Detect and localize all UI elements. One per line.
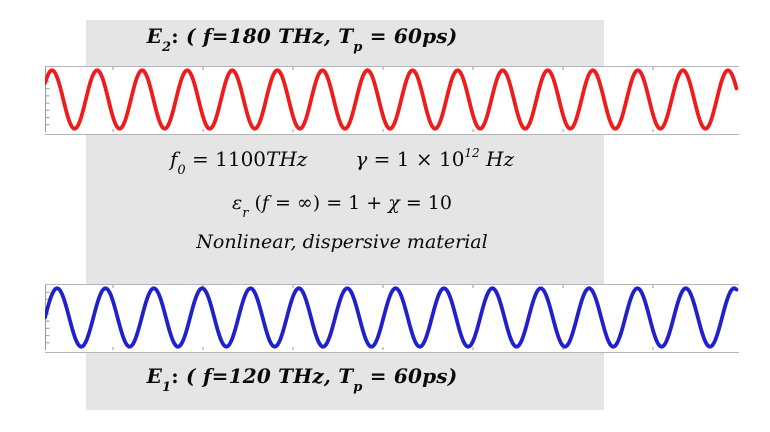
e1-params: ( f=120 THz, T — [186, 364, 354, 388]
chi-var: χ — [388, 192, 400, 214]
e2-tp-subscript: p — [353, 40, 363, 55]
f0-var: f — [169, 147, 178, 171]
e2-subscript: 2 — [162, 40, 172, 55]
material-params-line1: f0 = 1100THz γ = 1 × 1012 Hz — [20, 146, 664, 178]
gamma-var: γ — [355, 147, 368, 171]
material-name-label: Nonlinear, dispersive material — [196, 231, 488, 253]
e2-sine-wave — [45, 67, 739, 132]
e1-waveform-plot — [45, 284, 739, 353]
f0-value: = 1100 — [185, 147, 267, 171]
e2-params-tail: = 60ps) — [362, 24, 458, 48]
e2-symbol: E — [146, 24, 163, 48]
f0-unit: THz — [266, 147, 308, 171]
wave-e1-label: E1: ( f=120 THz, Tp = 60ps) — [0, 364, 604, 395]
wave-e2-label: E2: ( f=180 THz, Tp = 60ps) — [0, 24, 604, 55]
epsilon-var: ε — [232, 192, 243, 214]
epsilon-subscript: r — [242, 205, 249, 221]
e1-subscript: 1 — [162, 380, 172, 395]
epsilon-value: = 10 — [399, 192, 452, 214]
material-params-line2: εr (f = ∞) = 1 + χ = 10 — [20, 192, 664, 221]
epsilon-f-var: f — [261, 192, 269, 214]
e1-colon: : — [171, 364, 187, 388]
gamma-value: = 1 × 10 — [367, 147, 465, 171]
e1-tp-subscript: p — [353, 380, 363, 395]
e2-colon: : — [171, 24, 187, 48]
e2-params: ( f=180 THz, T — [186, 24, 354, 48]
epsilon-open-paren: ( — [248, 192, 262, 214]
f0-subscript: 0 — [177, 163, 186, 178]
e2-waveform-plot — [45, 66, 739, 135]
epsilon-mid: = ∞) = 1 + — [268, 192, 389, 214]
e1-params-tail: = 60ps) — [362, 364, 458, 388]
gamma-unit: Hz — [479, 147, 515, 171]
e1-sine-wave — [45, 285, 739, 350]
gamma-exponent: 12 — [464, 146, 480, 161]
e1-symbol: E — [146, 364, 163, 388]
